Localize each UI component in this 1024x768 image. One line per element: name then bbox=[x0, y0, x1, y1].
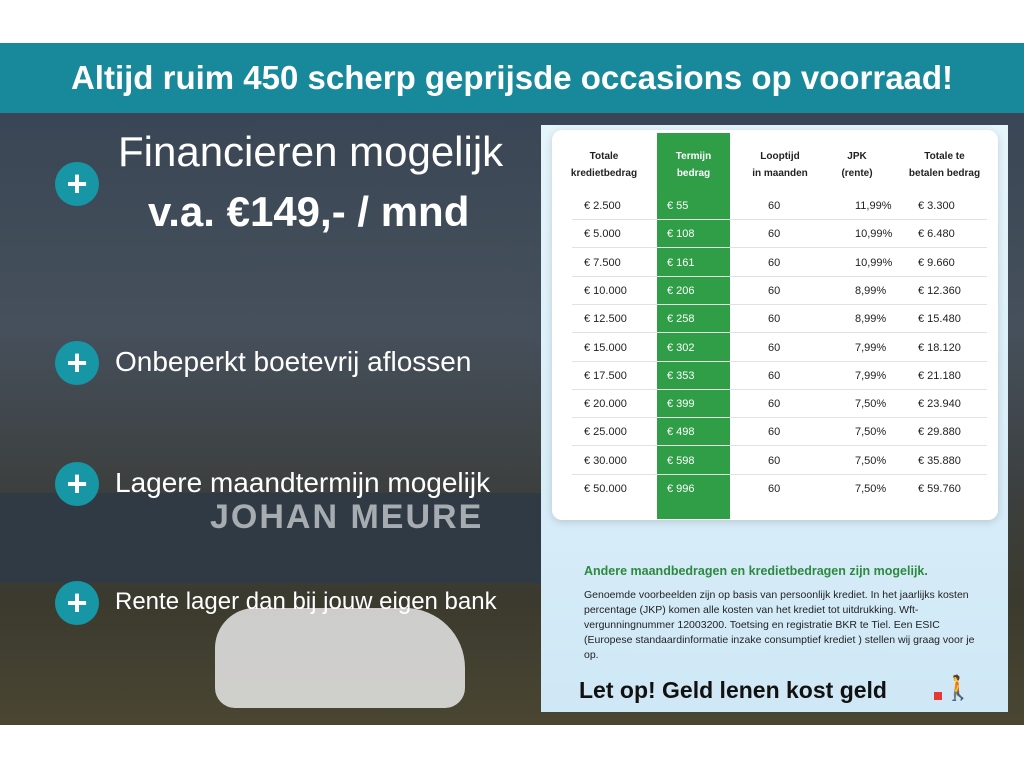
table-row: € 5.000 € 108 60 10,99% € 6.480 bbox=[572, 220, 987, 249]
table-cell: 60 bbox=[768, 284, 781, 297]
car-image bbox=[215, 608, 465, 708]
plus-icon: + bbox=[55, 462, 99, 506]
table-cell: 60 bbox=[768, 483, 781, 495]
table-cell: € 9.660 bbox=[918, 256, 955, 269]
table-cell: € 10.000 bbox=[584, 284, 627, 297]
walking-person-icon: 🚶 bbox=[943, 675, 973, 702]
highlight-column bbox=[657, 133, 730, 519]
column-header: Totale kredietbedrag bbox=[570, 151, 638, 179]
table-cell: € 302 bbox=[667, 341, 695, 354]
table-cell: € 55 bbox=[667, 200, 689, 212]
table-cell: 7,99% bbox=[855, 369, 887, 382]
table-row: € 17.500 € 353 60 7,99% € 21.180 bbox=[572, 362, 987, 390]
table-cell: 60 bbox=[768, 313, 781, 326]
table-cell: € 498 bbox=[667, 426, 695, 439]
table-cell: € 353 bbox=[667, 369, 695, 382]
table-cell: € 996 bbox=[667, 483, 695, 495]
plus-icon: + bbox=[55, 162, 99, 206]
table-cell: € 50.000 bbox=[584, 483, 627, 495]
table-cell: € 161 bbox=[667, 256, 695, 269]
table-cell: 60 bbox=[768, 200, 781, 212]
dealer-building bbox=[0, 493, 560, 583]
table-cell: € 12.500 bbox=[584, 313, 627, 326]
table-cell: € 18.120 bbox=[918, 341, 961, 354]
table-cell: € 25.000 bbox=[584, 426, 627, 439]
table-row: € 25.000 € 498 60 7,50% € 29.880 bbox=[572, 418, 987, 447]
table-cell: 7,50% bbox=[855, 483, 887, 495]
table-row: € 30.000 € 598 60 7,50% € 35.880 bbox=[572, 447, 987, 475]
table-cell: € 108 bbox=[667, 228, 695, 241]
table-cell: € 7.500 bbox=[584, 256, 621, 269]
table-cell: 10,99% bbox=[855, 256, 893, 269]
table-cell: € 20.000 bbox=[584, 398, 627, 411]
table-cell: 7,99% bbox=[855, 341, 887, 354]
table-cell: 60 bbox=[768, 341, 781, 354]
table-cell: € 2.500 bbox=[584, 200, 621, 212]
headline-price: v.a. €149,- / mnd bbox=[148, 188, 470, 235]
table-row: € 20.000 € 399 60 7,50% € 23.940 bbox=[572, 390, 987, 419]
table-cell: € 258 bbox=[667, 313, 695, 326]
dealer-sign: JOHAN MEURE bbox=[210, 498, 484, 536]
column-header: Totale te betalen bedrag bbox=[908, 151, 981, 179]
table-cell: € 21.180 bbox=[918, 369, 961, 382]
table-cell: 7,50% bbox=[855, 398, 887, 411]
table-cell: 60 bbox=[768, 369, 781, 382]
benefit-item: Rente lager dan bij jouw eigen bank bbox=[115, 588, 497, 615]
table-cell: € 5.000 bbox=[584, 228, 621, 241]
table-cell: € 12.360 bbox=[918, 284, 961, 297]
table-cell: 60 bbox=[768, 228, 781, 241]
table-cell: 60 bbox=[768, 426, 781, 439]
headline-financing: Financieren mogelijk bbox=[118, 128, 504, 175]
table-cell: € 29.880 bbox=[918, 426, 961, 439]
warning-text: Let op! Geld lenen kost geld bbox=[579, 677, 887, 703]
table-cell: € 35.880 bbox=[918, 454, 961, 467]
plus-icon: + bbox=[55, 341, 99, 385]
disclaimer: Genoemde voorbeelden zijn op basis van p… bbox=[584, 589, 975, 661]
table-row: € 50.000 € 996 60 7,50% € 59.760 bbox=[572, 475, 987, 503]
table-cell: 60 bbox=[768, 454, 781, 467]
table-cell: € 17.500 bbox=[584, 369, 627, 382]
table-cell: 10,99% bbox=[855, 228, 893, 241]
table-cell: 60 bbox=[768, 256, 781, 269]
euro-icon bbox=[934, 692, 942, 700]
finance-table: Totale kredietbedrag Termijn bedrag Loopti… bbox=[552, 130, 998, 520]
note-heading: Andere maandbedragen en kredietbedragen … bbox=[584, 564, 928, 578]
finance-panel: Totale kredietbedrag Termijn bedrag Loopti… bbox=[541, 125, 1008, 712]
table-cell: 8,99% bbox=[855, 313, 887, 326]
table-cell: 8,99% bbox=[855, 284, 887, 297]
table-cell: € 30.000 bbox=[584, 454, 627, 467]
table-cell: 7,50% bbox=[855, 426, 887, 439]
benefit-item: Lagere maandtermijn mogelijk bbox=[115, 467, 491, 498]
column-header: JPK (rente) bbox=[841, 151, 873, 179]
table-row: € 10.000 € 206 60 8,99% € 12.360 bbox=[572, 277, 987, 305]
table-cell: 60 bbox=[768, 398, 781, 411]
table-row: € 7.500 € 161 60 10,99% € 9.660 bbox=[572, 249, 987, 277]
table-cell: € 6.480 bbox=[918, 228, 955, 241]
table-cell: 11,99% bbox=[855, 200, 892, 212]
table-row: € 2.500 € 55 60 11,99% € 3.300 bbox=[572, 192, 987, 220]
table-cell: 7,50% bbox=[855, 454, 887, 467]
column-header: Termijn bedrag bbox=[675, 151, 712, 179]
column-header: Looptijd in maanden bbox=[752, 151, 808, 179]
top-banner: Altijd ruim 450 scherp geprijsde occasio… bbox=[0, 43, 1024, 113]
table-cell: € 23.940 bbox=[918, 398, 961, 411]
benefit-item: Onbeperkt boetevrij aflossen bbox=[115, 346, 472, 377]
table-cell: € 206 bbox=[667, 284, 695, 297]
table-cell: € 15.480 bbox=[918, 313, 961, 326]
plus-icon: + bbox=[55, 581, 99, 625]
table-cell: € 3.300 bbox=[918, 200, 955, 212]
table-cell: € 59.760 bbox=[918, 483, 961, 495]
table-cell: € 15.000 bbox=[584, 341, 627, 354]
table-row: € 15.000 € 302 60 7,99% € 18.120 bbox=[572, 334, 987, 362]
table-cell: € 598 bbox=[667, 454, 695, 467]
table-cell: € 399 bbox=[667, 398, 695, 411]
table-row: € 12.500 € 258 60 8,99% € 15.480 bbox=[572, 305, 987, 334]
